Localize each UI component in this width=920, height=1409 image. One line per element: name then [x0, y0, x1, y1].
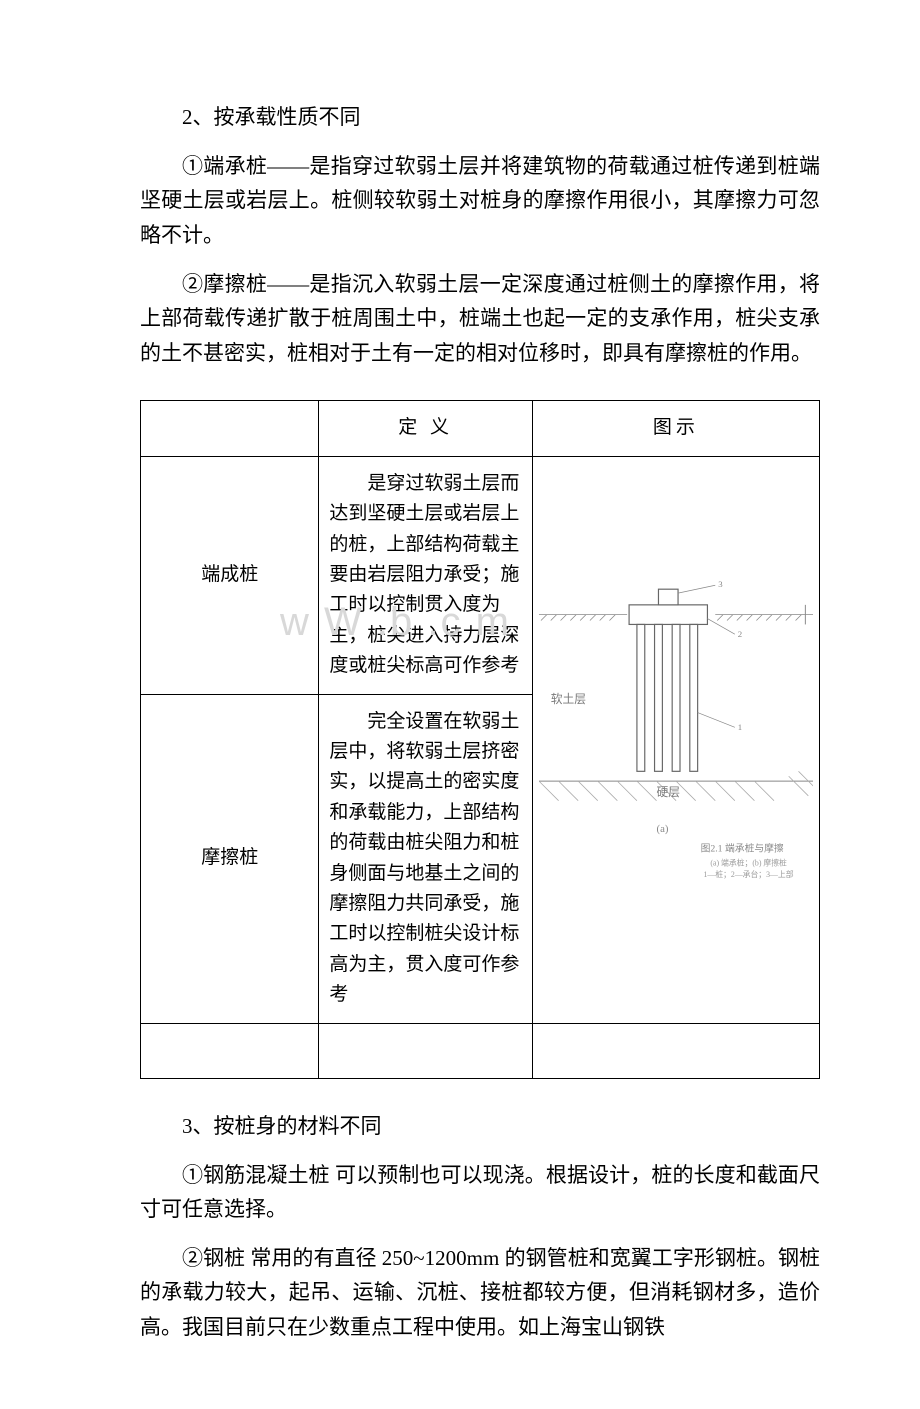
- section-2-p2: ②摩擦桩——是指沉入软弱土层一定深度通过桩侧土的摩擦作用，将上部荷载传递扩散于桩…: [140, 267, 820, 371]
- soft-layer-label: 软土层: [551, 692, 586, 706]
- figure-caption-sub1: (a) 端承桩；(b) 摩擦桩: [710, 858, 787, 868]
- section-2-heading: 2、按承载性质不同: [140, 100, 820, 135]
- empty-cell: [319, 1023, 532, 1078]
- svg-text:2: 2: [738, 629, 742, 639]
- pile-diagram: 1 2 3 软土层 硬层 (a) 图2.1 端承桩与摩擦 (a) 端承桩；(b)…: [539, 572, 813, 907]
- section-3-p2: ②钢桩 常用的有直径 250~1200mm 的钢管桩和宽翼工字形钢桩。钢桩的承载…: [140, 1241, 820, 1345]
- figure-caption-sub2: 1—桩；2—承台；3—上部: [703, 869, 793, 879]
- table-empty-row: [141, 1023, 820, 1078]
- table-header-row: 定 义 图示: [141, 401, 820, 456]
- section-3-heading: 3、按桩身的材料不同: [140, 1109, 820, 1144]
- svg-text:3: 3: [718, 579, 723, 589]
- row2-definition: 完全设置在软弱土层中，将软弱土层挤密实，以提高土的密实度和承载能力，上部结构的荷…: [319, 694, 532, 1023]
- marker-a: (a): [656, 823, 668, 835]
- diagram-cell: 1 2 3 软土层 硬层 (a) 图2.1 端承桩与摩擦 (a) 端承桩；(b)…: [532, 456, 819, 1023]
- table-header-definition: 定 义: [319, 401, 532, 456]
- section-3-p1: ①钢筋混凝土桩 可以预制也可以现浇。根据设计，桩的长度和截面尺寸可任意选择。: [140, 1158, 820, 1227]
- table-header-diagram: 图示: [532, 401, 819, 456]
- empty-cell: [141, 1023, 319, 1078]
- table-row: 端成桩 是穿过软弱土层而达到坚硬土层或岩层上的桩，上部结构荷载主要由岩层阻力承受…: [141, 456, 820, 694]
- row2-label: 摩擦桩: [141, 694, 319, 1023]
- row1-definition: 是穿过软弱土层而达到坚硬土层或岩层上的桩，上部结构荷载主要由岩层阻力承受；施工时…: [319, 456, 532, 694]
- hard-layer-label: 硬层: [656, 786, 680, 799]
- empty-cell: [532, 1023, 819, 1078]
- svg-text:1: 1: [738, 722, 742, 732]
- section-2-p1: ①端承桩——是指穿过软弱土层并将建筑物的荷载通过桩传递到桩端坚硬土层或岩层上。桩…: [140, 149, 820, 253]
- row1-label: 端成桩: [141, 456, 319, 694]
- figure-caption-title: 图2.1 端承桩与摩擦: [700, 842, 783, 855]
- table-header-blank: [141, 401, 319, 456]
- pile-type-table: 定 义 图示 端成桩 是穿过软弱土层而达到坚硬土层或岩层上的桩，上部结构荷载主要…: [140, 400, 820, 1078]
